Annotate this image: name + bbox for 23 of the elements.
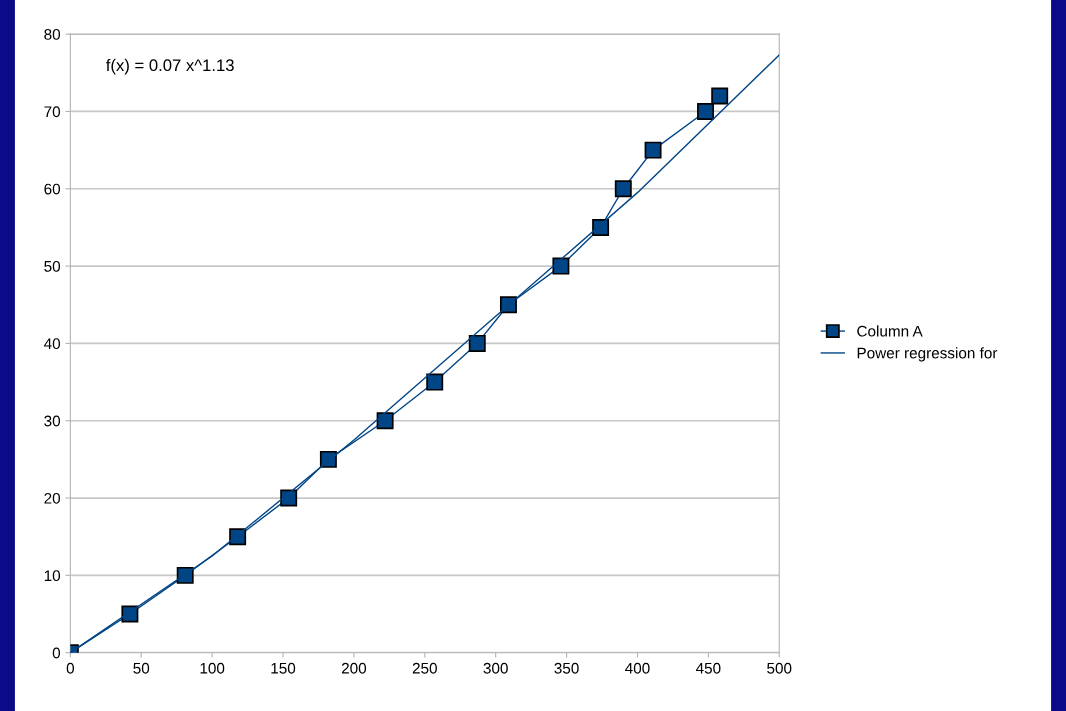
x-tick-label: 300: [483, 662, 508, 674]
y-tick-label: 70: [44, 106, 61, 118]
x-tick-label: 250: [412, 662, 437, 674]
annotation: f(x) = 0.07 x^1.13: [106, 58, 234, 75]
y-tick-label: 20: [44, 492, 61, 504]
x-tick-label: 500: [767, 662, 792, 674]
x-tick-label: 50: [133, 662, 150, 674]
y-tick-label: 10: [44, 570, 61, 582]
x-tick-label: 450: [695, 662, 721, 674]
y-tick-label: 0: [52, 647, 61, 659]
x-tick-label: 400: [625, 662, 650, 674]
x-tick-label: 100: [200, 662, 225, 674]
x-tick-label: 350: [554, 662, 579, 674]
y-tick-label: 40: [43, 338, 61, 350]
x-tick-label: 150: [271, 662, 296, 674]
y-tick-label: 80: [44, 29, 61, 40]
y-tick-label: 30: [44, 415, 61, 427]
y-tick-label: 50: [44, 260, 61, 272]
x-tick-label: 200: [341, 662, 367, 674]
y-tick-label: 60: [44, 183, 61, 195]
legend-label: Column A: [857, 325, 923, 337]
x-tick-label: 0: [66, 662, 75, 674]
legend-label: Power regression for: [857, 347, 998, 362]
